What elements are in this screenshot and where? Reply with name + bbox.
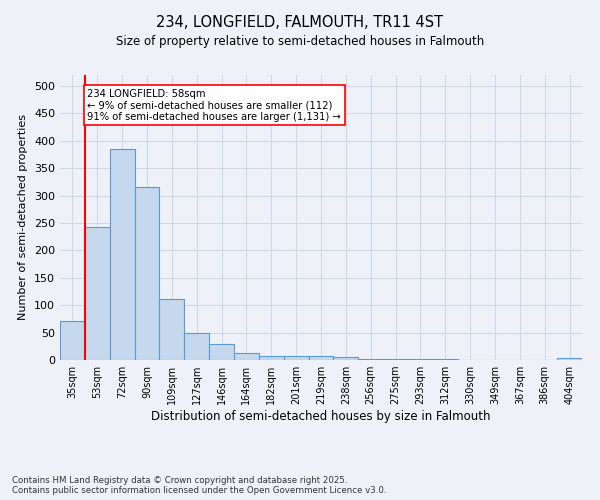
Bar — [209, 344, 234, 360]
Y-axis label: Number of semi-detached properties: Number of semi-detached properties — [19, 114, 28, 320]
Bar — [234, 353, 259, 360]
Text: Size of property relative to semi-detached houses in Falmouth: Size of property relative to semi-detach… — [116, 35, 484, 48]
Bar — [134, 188, 160, 360]
Bar — [85, 227, 110, 360]
Text: Contains public sector information licensed under the Open Government Licence v3: Contains public sector information licen… — [12, 486, 386, 495]
Bar — [557, 358, 582, 360]
Bar — [259, 356, 284, 360]
Bar — [110, 149, 134, 360]
Text: 234, LONGFIELD, FALMOUTH, TR11 4ST: 234, LONGFIELD, FALMOUTH, TR11 4ST — [157, 15, 443, 30]
Bar — [358, 359, 383, 360]
Text: Contains HM Land Registry data © Crown copyright and database right 2025.: Contains HM Land Registry data © Crown c… — [12, 476, 347, 485]
X-axis label: Distribution of semi-detached houses by size in Falmouth: Distribution of semi-detached houses by … — [151, 410, 491, 423]
Text: 234 LONGFIELD: 58sqm
← 9% of semi-detached houses are smaller (112)
91% of semi-: 234 LONGFIELD: 58sqm ← 9% of semi-detach… — [88, 88, 341, 122]
Bar — [308, 356, 334, 360]
Bar — [160, 298, 184, 360]
Bar — [334, 358, 358, 360]
Bar — [60, 320, 85, 360]
Bar — [284, 356, 308, 360]
Bar — [184, 332, 209, 360]
